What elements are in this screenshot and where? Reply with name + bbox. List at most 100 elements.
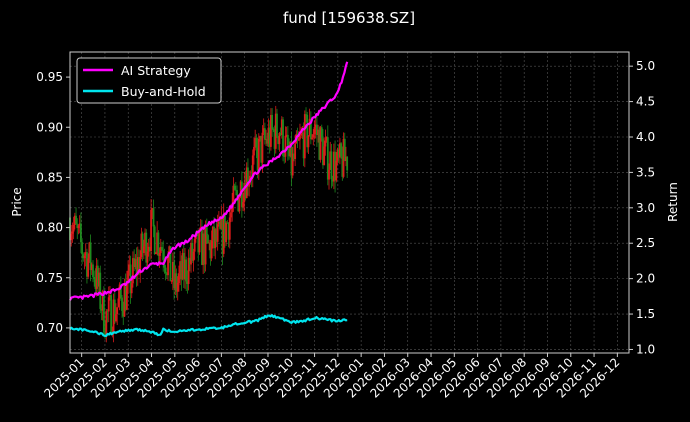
candle-body	[230, 212, 232, 218]
left-axis-label: Price	[10, 187, 24, 216]
candle-body	[162, 250, 165, 260]
candle-body	[139, 256, 142, 274]
candle-body	[134, 259, 137, 267]
candle-body	[178, 273, 180, 284]
candle-body	[278, 133, 281, 145]
candle-body	[127, 270, 129, 282]
candle-body	[228, 217, 231, 240]
candle-body	[340, 143, 343, 157]
candle-body	[92, 264, 94, 277]
candle-body	[181, 252, 184, 280]
right-tick-label: 1.5	[636, 307, 655, 321]
candle-body	[116, 307, 119, 315]
candle-body	[213, 226, 215, 249]
right-tick-label: 4.0	[636, 130, 655, 144]
left-tick-label: 0.85	[36, 170, 63, 184]
candle-body	[165, 273, 168, 276]
candle-body	[329, 151, 332, 170]
candle-body	[148, 246, 151, 251]
candle-body	[308, 118, 311, 136]
candle-body	[209, 242, 212, 259]
candle-body	[169, 246, 172, 282]
candle-body	[201, 227, 203, 265]
candle-body	[247, 167, 249, 187]
candle-body	[136, 257, 139, 275]
candle-body	[205, 227, 208, 236]
candle-body	[123, 284, 126, 317]
candle-body	[286, 134, 289, 151]
candle-body	[82, 254, 85, 259]
candle-body	[289, 141, 292, 157]
candle-body	[294, 143, 297, 159]
candle-body	[284, 135, 287, 157]
candle-body	[341, 156, 344, 177]
candle-body	[185, 259, 188, 282]
candle-body	[244, 182, 247, 199]
series-line-buy-and-hold	[69, 314, 348, 337]
left-tick-label: 0.75	[36, 271, 63, 285]
right-tick-label: 5.0	[636, 59, 655, 73]
candle-body	[128, 264, 131, 271]
candle-body	[179, 261, 182, 274]
candle-body	[262, 128, 265, 133]
candle-body	[79, 223, 82, 243]
candle-body	[331, 179, 334, 182]
candle-body	[222, 214, 225, 254]
candle-body	[210, 240, 213, 259]
candle-body	[98, 272, 100, 287]
candle-body	[150, 209, 152, 251]
candle-body	[211, 226, 214, 241]
candle-body	[186, 281, 189, 284]
candle-body	[198, 229, 201, 253]
candle-body	[76, 223, 79, 229]
candle-body	[77, 225, 80, 229]
candle-body	[101, 291, 104, 311]
candle-body	[167, 257, 169, 276]
plot-frame	[69, 51, 630, 354]
candle-body	[81, 242, 84, 255]
candle-body	[243, 182, 246, 203]
candle-body	[104, 332, 107, 337]
candle-body	[161, 247, 163, 251]
candle-body	[314, 124, 317, 128]
candle-body	[256, 147, 259, 171]
left-tick-label: 0.70	[36, 321, 63, 335]
candle-body	[332, 151, 335, 182]
left-tick-label: 0.80	[36, 221, 63, 235]
candle-body	[263, 128, 266, 140]
candle-body	[102, 291, 105, 333]
candle-body	[312, 134, 315, 138]
candle-body	[337, 149, 340, 158]
candle-body	[202, 233, 205, 265]
candle-body	[109, 295, 111, 298]
candle-body	[227, 223, 230, 240]
candle-body	[94, 279, 97, 289]
candle-body	[226, 222, 229, 224]
candle-body	[121, 297, 123, 311]
candle-body	[334, 151, 336, 181]
candle-body	[307, 135, 310, 148]
candle-body	[191, 242, 194, 261]
left-tick-label: 0.95	[36, 70, 63, 84]
candle-body	[188, 257, 191, 265]
candle-body	[197, 230, 200, 253]
candle-body	[248, 181, 251, 187]
candle-body	[313, 127, 316, 135]
right-tick-label: 2.0	[636, 272, 655, 286]
candle-body	[336, 149, 339, 161]
candle-body	[84, 252, 87, 256]
candle-body	[279, 133, 282, 135]
candle-body	[293, 153, 295, 159]
candle-body	[90, 264, 93, 271]
candle-body	[88, 242, 91, 259]
candle-body	[236, 190, 238, 196]
candle-body	[96, 265, 99, 287]
candle-body	[254, 138, 257, 147]
legend-label-buy-and-hold: Buy-and-Hold	[121, 84, 206, 99]
candle-body	[346, 156, 349, 171]
candle-body	[234, 189, 237, 191]
candle-body	[225, 222, 228, 243]
candle-body	[146, 251, 149, 263]
candle-body	[193, 239, 196, 252]
candle-body	[240, 181, 243, 208]
